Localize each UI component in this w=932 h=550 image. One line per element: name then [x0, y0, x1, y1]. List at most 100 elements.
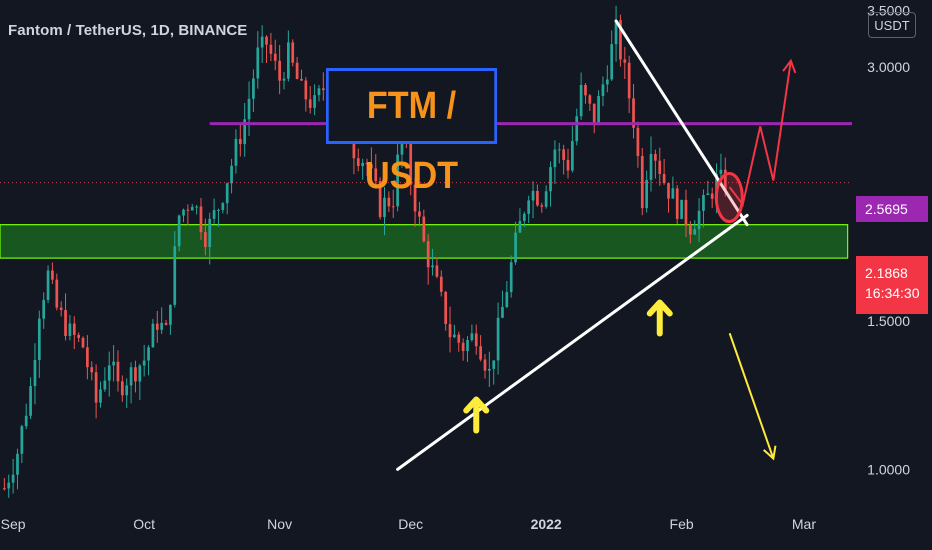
candle	[64, 293, 67, 341]
candle-body	[667, 183, 670, 199]
candle	[601, 76, 605, 107]
candle-body	[138, 365, 142, 382]
candle	[509, 255, 513, 298]
candle	[374, 154, 378, 189]
candle	[675, 185, 679, 225]
candle-body	[649, 153, 653, 180]
candle-body	[230, 165, 233, 184]
candle-body	[579, 84, 583, 117]
candle	[169, 304, 172, 335]
candle-body	[46, 270, 50, 300]
candle	[431, 248, 434, 276]
candle	[671, 176, 675, 199]
candle	[588, 94, 592, 112]
candle-body	[112, 361, 115, 366]
candle	[252, 69, 255, 112]
candle	[247, 81, 251, 136]
candle	[11, 458, 15, 494]
candle-body	[557, 149, 561, 151]
candle-body	[492, 360, 496, 369]
highlight-circle	[714, 172, 744, 224]
candle-body	[300, 78, 303, 81]
candle-body	[391, 206, 395, 208]
candle	[514, 221, 517, 265]
candle-body	[702, 194, 705, 211]
x-tick-label: 2022	[531, 516, 562, 532]
candle-body	[396, 154, 399, 207]
candle	[3, 478, 6, 491]
candle-body	[479, 346, 482, 360]
last-price-tag: 2.1868 16:34:30	[856, 256, 928, 314]
candle	[614, 5, 618, 62]
candle	[230, 158, 233, 194]
candle	[16, 448, 19, 490]
ascending-trend-line	[396, 213, 749, 471]
candle-body	[16, 453, 19, 475]
candle-body	[295, 62, 299, 79]
candle	[540, 202, 544, 213]
candle	[426, 234, 430, 285]
candle	[103, 367, 107, 392]
candle-body	[706, 193, 710, 195]
candle	[391, 189, 395, 218]
candle	[553, 140, 557, 184]
candle-body	[501, 307, 504, 318]
candle-body	[623, 59, 627, 63]
candle-body	[675, 188, 679, 219]
candle-body	[654, 153, 657, 161]
candle-body	[51, 270, 54, 280]
candle	[522, 211, 526, 227]
chart-caption: FTM / USDT	[326, 68, 497, 197]
candle-body	[64, 310, 67, 337]
x-tick-label: Sep	[1, 516, 26, 532]
candle-body	[483, 359, 487, 371]
candle	[308, 86, 312, 114]
candle-body	[619, 20, 622, 60]
up-arrow-head	[646, 299, 673, 317]
candle	[680, 199, 683, 220]
candle-body	[308, 99, 312, 108]
candle	[710, 187, 714, 209]
candle	[116, 350, 120, 392]
candle	[702, 189, 705, 228]
x-tick-label: Mar	[792, 516, 816, 532]
candle-body	[116, 361, 120, 382]
candle	[112, 345, 115, 382]
candle-body	[134, 367, 137, 382]
candle	[623, 47, 627, 79]
candle	[549, 161, 552, 207]
candle	[435, 257, 439, 279]
candle	[90, 361, 94, 381]
candle	[94, 364, 98, 419]
candle	[273, 39, 277, 71]
x-tick-label: Dec	[398, 516, 423, 532]
candle	[575, 108, 579, 146]
candle-body	[352, 139, 356, 159]
candle	[662, 158, 666, 185]
candle	[422, 209, 426, 243]
currency-badge[interactable]: USDT	[868, 12, 916, 38]
candle-body	[640, 156, 644, 209]
candle	[29, 377, 32, 420]
y-tick-label: 1.0000	[867, 461, 910, 477]
candle	[654, 149, 657, 179]
candle	[256, 31, 260, 89]
candle-body	[365, 162, 369, 165]
candle-body	[426, 241, 430, 268]
candle-body	[77, 334, 81, 338]
candle-body	[418, 211, 421, 217]
candle-body	[584, 84, 587, 96]
last-price: 2.1868	[865, 265, 908, 281]
candle	[619, 14, 622, 67]
candle	[72, 316, 76, 350]
candle	[474, 324, 478, 355]
candle	[190, 203, 194, 211]
candle	[151, 318, 155, 348]
candle	[444, 290, 448, 331]
candle-body	[247, 98, 251, 120]
candle-body	[195, 206, 198, 208]
candle-body	[435, 265, 439, 277]
candle-body	[7, 482, 11, 489]
candle	[518, 208, 522, 233]
